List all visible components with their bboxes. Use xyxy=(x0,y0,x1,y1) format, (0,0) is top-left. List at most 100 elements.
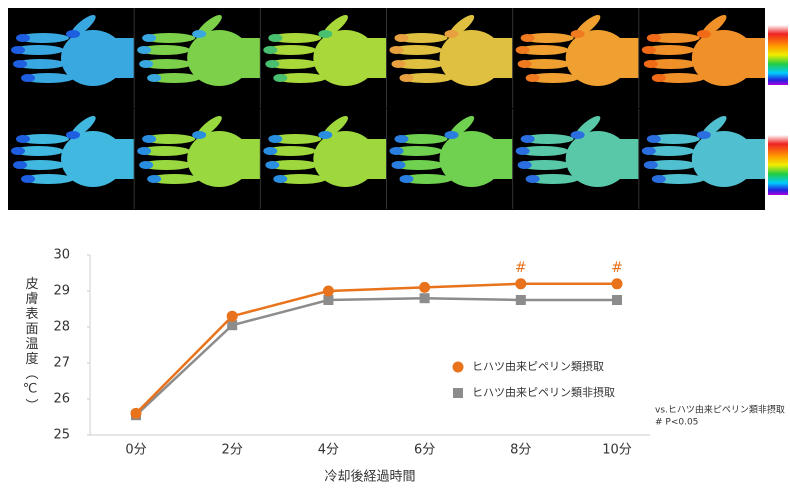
hand-fingertip xyxy=(66,30,80,38)
hand-fingertip xyxy=(142,34,157,42)
hand xyxy=(638,109,765,209)
hand xyxy=(11,15,135,86)
hand-fingertip xyxy=(651,175,666,183)
x-tick-label: 10分 xyxy=(602,443,632,458)
annotation: # xyxy=(611,260,623,276)
y-tick-label: 27 xyxy=(53,356,70,371)
hand-fingertip xyxy=(147,175,162,183)
legend-swatch xyxy=(452,361,464,373)
hand-fingertip xyxy=(517,161,532,169)
hand-fingertip xyxy=(16,34,30,42)
hand-fingertip xyxy=(263,147,278,155)
hand-fingertip xyxy=(318,131,333,139)
y-tick-label: 29 xyxy=(53,284,70,299)
hand-finger xyxy=(17,33,69,43)
hand-finger xyxy=(148,73,201,83)
hand-fingertip xyxy=(265,60,280,68)
hand-fingertip xyxy=(515,46,530,54)
legend-swatch xyxy=(453,388,463,398)
x-tick-label: 2分 xyxy=(222,443,243,458)
point xyxy=(515,295,526,305)
y-tick-label: 28 xyxy=(53,320,70,335)
hand-fingertip xyxy=(525,74,540,82)
hand-finger xyxy=(12,45,64,55)
hand xyxy=(512,109,639,209)
point xyxy=(226,310,238,322)
hand-finger xyxy=(269,33,322,43)
hand-finger xyxy=(148,174,201,184)
hand-finger xyxy=(516,45,569,55)
hand-finger xyxy=(143,33,196,43)
hand-finger xyxy=(138,45,191,55)
y-tick-label: 26 xyxy=(53,392,70,407)
hand-finger xyxy=(264,146,317,156)
hand-palm xyxy=(565,30,630,86)
legend-label: ヒハツ由来ピペリン類非摂取 xyxy=(472,385,615,399)
hand-fingertip xyxy=(11,147,25,155)
hand-fingertip xyxy=(515,147,530,155)
y-tick-label: 25 xyxy=(53,428,70,443)
hand-fingertip xyxy=(273,74,288,82)
point xyxy=(612,295,622,305)
point xyxy=(611,278,623,290)
x-tick-label: 8分 xyxy=(510,443,531,458)
hand-palm xyxy=(61,131,125,187)
hand-palm xyxy=(313,131,378,187)
hand-fingertip xyxy=(517,60,532,68)
point xyxy=(130,407,142,419)
hand-fingertip xyxy=(641,147,656,155)
x-axis-label: 冷却後経過時間 xyxy=(324,470,415,485)
hand-finger xyxy=(521,33,574,43)
hand-fingertip xyxy=(66,131,80,139)
hand xyxy=(259,8,387,108)
hand-fingertip xyxy=(520,34,535,42)
hand-fingertip xyxy=(137,147,152,155)
hand-fingertip xyxy=(643,161,658,169)
legend-label: ヒハツ由来ピペリン類摂取 xyxy=(472,359,604,373)
hand-fingertip xyxy=(646,34,661,42)
hand-fingertip xyxy=(268,135,283,143)
hand-fingertip xyxy=(263,46,278,54)
hand-fingertip xyxy=(394,34,409,42)
hand-finger xyxy=(400,174,453,184)
hand-fingertip xyxy=(147,74,162,82)
hand-finger xyxy=(22,174,74,184)
hand-fingertip xyxy=(273,175,288,183)
hand-fingertip xyxy=(16,135,30,143)
annotation: # xyxy=(515,260,527,276)
hand xyxy=(512,8,639,108)
x-tick-label: 4分 xyxy=(318,443,339,458)
hand-finger xyxy=(644,59,697,69)
hand-finger xyxy=(390,45,443,55)
x-tick-label: 6分 xyxy=(414,443,435,458)
hand xyxy=(386,8,513,108)
hand-palm xyxy=(313,30,378,86)
hand-finger xyxy=(642,146,695,156)
hand-fingertip xyxy=(399,74,414,82)
hand-fingertip xyxy=(641,46,656,54)
hand-palm xyxy=(565,131,630,187)
hand-fingertip xyxy=(137,46,152,54)
hand-finger xyxy=(647,134,700,144)
hand-fingertip xyxy=(21,175,35,183)
hand-finger xyxy=(264,45,317,55)
hand-fingertip xyxy=(399,175,414,183)
hand-palm xyxy=(439,30,504,86)
hand-finger xyxy=(274,73,327,83)
hand xyxy=(133,8,261,108)
hand-fingertip xyxy=(139,60,154,68)
hand-fingertip xyxy=(394,135,409,143)
hand-finger xyxy=(14,160,66,170)
hand-fingertip xyxy=(389,147,404,155)
hand-finger xyxy=(274,174,327,184)
hand-finger xyxy=(392,160,445,170)
hand-fingertip xyxy=(21,74,35,82)
hand xyxy=(638,8,765,108)
hand-fingertip xyxy=(13,161,27,169)
hand-fingertip xyxy=(391,161,406,169)
hand-finger xyxy=(395,134,448,144)
hand-fingertip xyxy=(13,60,27,68)
hand-finger xyxy=(526,73,579,83)
hand-fingertip xyxy=(139,161,154,169)
footnote: # P<0.05 xyxy=(655,418,698,428)
